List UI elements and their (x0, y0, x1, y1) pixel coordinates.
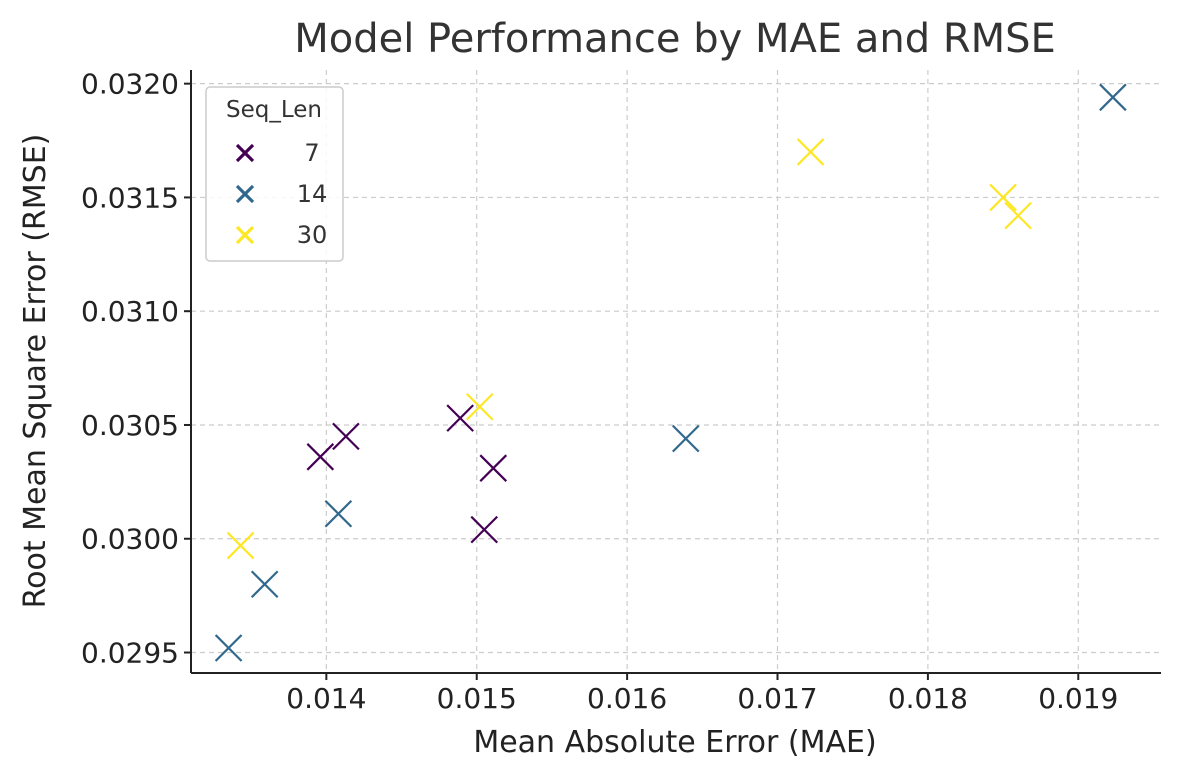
legend-item-seq-30: 30 (235, 221, 328, 249)
legend-label: 30 (297, 221, 328, 249)
x-axis-label: Mean Absolute Error (MAE) (473, 725, 876, 760)
data-point-seq-30 (796, 138, 825, 166)
y-axis-ticks: 0.0295 0.0300 0.0305 0.0310 0.0315 0.0320 (81, 68, 191, 670)
data-point-seq-7 (306, 443, 335, 471)
y-tick-label: 0.0320 (81, 68, 179, 101)
y-tick-label: 0.0310 (81, 295, 179, 328)
y-axis-label: Root Mean Square Error (RMSE) (18, 134, 53, 609)
legend-marker (235, 184, 255, 204)
x-marker-stroke (479, 454, 508, 482)
y-tick-label: 0.0300 (81, 523, 179, 556)
data-point-seq-14 (1099, 83, 1127, 112)
x-marker-stroke (1099, 83, 1127, 112)
legend-title: Seq_Len (226, 97, 322, 123)
legend-item-seq-7: 7 (235, 139, 320, 167)
x-tick-label: 0.016 (587, 682, 667, 715)
x-tick-label: 0.019 (1038, 682, 1118, 715)
data-point-seq-7 (479, 454, 508, 482)
data-point-seq-14 (671, 424, 700, 453)
data-point-seq-14 (250, 570, 279, 599)
data-point-seq-30 (989, 183, 1017, 212)
x-tick-label: 0.017 (737, 682, 817, 715)
data-point-seq-30 (465, 392, 494, 421)
x-marker-stroke (796, 138, 825, 166)
x-marker-stroke (306, 443, 335, 471)
x-marker-stroke (332, 422, 360, 451)
data-point-seq-7 (470, 515, 499, 544)
x-marker-stroke (324, 499, 353, 528)
x-marker-stroke (1004, 201, 1032, 230)
legend-label: 7 (304, 139, 319, 167)
data-point-seq-30 (226, 531, 255, 560)
data-point-seq-14 (324, 499, 353, 528)
grid-lines (191, 70, 1161, 673)
x-marker-stroke (671, 424, 700, 453)
y-tick-label: 0.0315 (81, 181, 179, 214)
y-tick-label: 0.0305 (81, 409, 179, 442)
x-marker-stroke (989, 183, 1017, 212)
legend: Seq_Len 7 14 30 (205, 86, 344, 262)
x-tick-label: 0.014 (286, 682, 366, 715)
data-point-seq-30 (1004, 201, 1032, 230)
x-marker-stroke (250, 570, 279, 599)
data-point-seq-7 (446, 404, 474, 432)
data-points (214, 83, 1127, 662)
x-tick-label: 0.018 (888, 682, 968, 715)
data-point-seq-7 (332, 422, 360, 451)
legend-marker (235, 225, 255, 245)
legend-box (205, 86, 344, 262)
x-tick-label: 0.015 (437, 682, 517, 715)
chart-title: Model Performance by MAE and RMSE (294, 16, 1056, 62)
legend-item-seq-14: 14 (235, 180, 328, 208)
axes (190, 70, 1161, 674)
x-marker-stroke (214, 634, 243, 662)
x-marker-stroke (446, 404, 474, 432)
legend-label: 14 (297, 180, 328, 208)
x-marker-stroke (226, 531, 255, 560)
legend-items: 7 14 30 (235, 139, 328, 249)
legend-marker (235, 143, 255, 163)
x-marker-stroke (465, 392, 494, 421)
y-tick-label: 0.0295 (81, 637, 179, 670)
x-marker-stroke (470, 515, 499, 544)
data-point-seq-14 (214, 634, 243, 662)
x-axis-ticks: 0.014 0.015 0.016 0.017 0.018 0.019 (286, 673, 1118, 715)
